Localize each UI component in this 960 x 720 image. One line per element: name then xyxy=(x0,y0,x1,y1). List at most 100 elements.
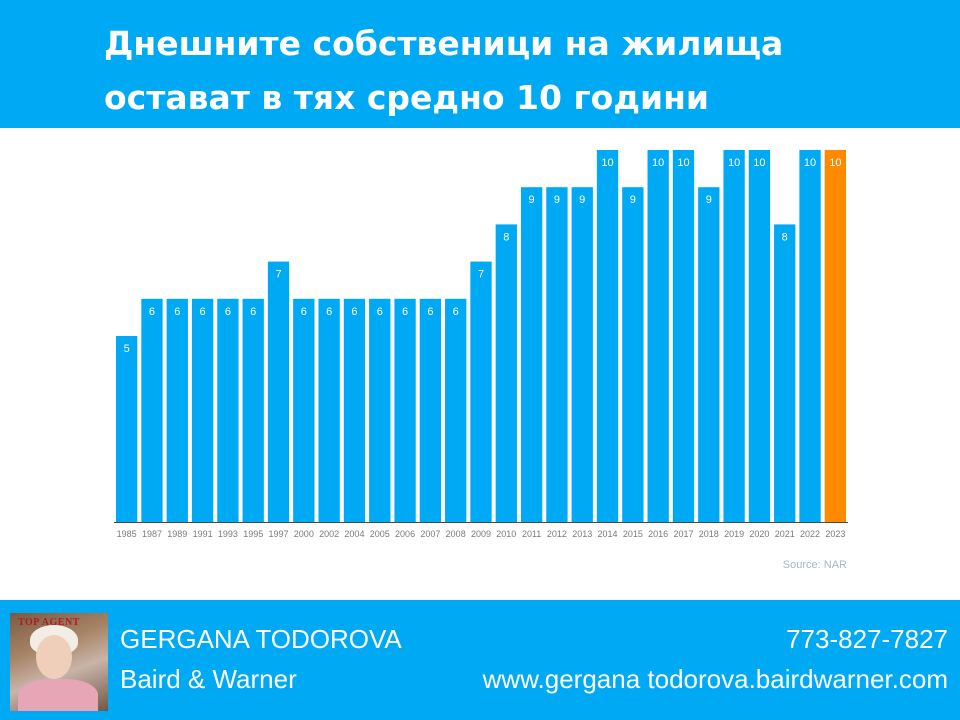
bar-2019 xyxy=(723,150,745,522)
x-tick-label-2022: 2022 xyxy=(800,529,820,539)
x-tick-label-1993: 1993 xyxy=(218,529,238,539)
bar-2016 xyxy=(647,150,669,522)
data-label-2011: 9 xyxy=(529,194,535,206)
data-label-2010: 8 xyxy=(503,231,509,243)
x-tick-label-2018: 2018 xyxy=(699,529,719,539)
x-tick-label-2000: 2000 xyxy=(294,529,314,539)
bar-2011 xyxy=(520,187,543,522)
bar-2012 xyxy=(546,187,568,522)
data-label-1991: 6 xyxy=(200,306,206,318)
x-tick-label-2008: 2008 xyxy=(446,529,466,539)
data-label-2007: 6 xyxy=(427,306,433,318)
data-label-1995: 6 xyxy=(250,306,256,318)
bar-2013 xyxy=(571,187,593,522)
chart-source: Source: NAR xyxy=(782,559,847,571)
data-label-2019: 10 xyxy=(728,157,740,169)
data-label-2014: 10 xyxy=(601,157,613,169)
data-label-2017: 10 xyxy=(677,157,689,169)
x-tick-label-1995: 1995 xyxy=(243,529,263,539)
x-tick-label-2015: 2015 xyxy=(623,529,643,539)
bar-2015 xyxy=(622,187,644,522)
x-tick-label-1987: 1987 xyxy=(142,529,162,539)
bar-2002 xyxy=(318,298,340,522)
x-tick-label-2023: 2023 xyxy=(825,529,845,539)
data-label-2004: 6 xyxy=(351,306,357,318)
x-tick-label-2005: 2005 xyxy=(370,529,390,539)
x-tick-label-2007: 2007 xyxy=(420,529,440,539)
chart-title-line-2: остават в тях средно 10 години xyxy=(104,78,710,117)
data-label-1989: 6 xyxy=(174,306,180,318)
bar-2022 xyxy=(799,150,821,522)
bar-2004 xyxy=(343,298,366,522)
bar-2018 xyxy=(698,187,720,522)
x-tick-label-1997: 1997 xyxy=(269,529,289,539)
bar-chart: 5 1985 6 1987 6 1989 6 1991 6 1993 6 1995 7 1997 6 2000… xyxy=(114,150,848,539)
bar-1991 xyxy=(191,298,214,522)
agent-company: Baird & Warner xyxy=(120,664,297,694)
x-tick-label-2010: 2010 xyxy=(496,529,516,539)
data-label-2016: 10 xyxy=(652,157,664,169)
agent-website[interactable]: www.gergana todorova.bairdwarner.com xyxy=(482,664,948,694)
data-label-2005: 6 xyxy=(377,306,383,318)
data-label-2000: 6 xyxy=(301,306,307,318)
data-label-2013: 9 xyxy=(579,194,585,206)
bar-1989 xyxy=(166,298,188,522)
data-label-1997: 7 xyxy=(275,269,281,281)
data-label-2015: 9 xyxy=(630,194,636,206)
x-tick-label-2004: 2004 xyxy=(344,529,364,539)
bar-2023 xyxy=(824,150,846,522)
bar-1995 xyxy=(242,298,264,522)
bar-1985 xyxy=(116,336,138,522)
data-label-2012: 9 xyxy=(554,194,560,206)
data-label-2022: 10 xyxy=(804,157,816,169)
bar-2021 xyxy=(774,224,796,522)
data-label-2008: 6 xyxy=(453,306,459,318)
x-tick-label-2009: 2009 xyxy=(471,529,491,539)
data-label-2023: 10 xyxy=(829,157,841,169)
bar-2006 xyxy=(394,298,416,522)
agent-name: GERGANA TODOROVA xyxy=(120,624,402,654)
bar-1997 xyxy=(267,261,290,522)
x-tick-label-2017: 2017 xyxy=(673,529,693,539)
x-tick-label-2016: 2016 xyxy=(648,529,668,539)
x-tick-label-1989: 1989 xyxy=(167,529,187,539)
data-label-2021: 8 xyxy=(782,231,788,243)
x-tick-label-2006: 2006 xyxy=(395,529,415,539)
bar-1987 xyxy=(141,298,163,522)
data-label-2020: 10 xyxy=(753,157,765,169)
x-tick-label-2020: 2020 xyxy=(749,529,769,539)
x-tick-label-2011: 2011 xyxy=(522,529,541,539)
data-label-1985: 5 xyxy=(124,343,130,355)
data-label-2002: 6 xyxy=(326,306,332,318)
bar-2005 xyxy=(369,298,391,522)
x-tick-label-2019: 2019 xyxy=(724,529,744,539)
bar-2009 xyxy=(470,261,492,522)
agent-phone[interactable]: 773-827-7827 xyxy=(786,624,948,654)
title-banner: Днешните собственици на жилища остават в… xyxy=(0,0,960,128)
x-tick-label-2002: 2002 xyxy=(319,529,339,539)
x-tick-label-2013: 2013 xyxy=(572,529,592,539)
photo-badge: TOP AGENT xyxy=(18,617,80,628)
chart-title-line-1: Днешните собственици на жилища xyxy=(104,24,784,63)
bar-2010 xyxy=(495,224,517,522)
x-tick-label-1991: 1991 xyxy=(193,529,213,539)
x-tick-label-2012: 2012 xyxy=(547,529,567,539)
bar-2008 xyxy=(445,298,467,522)
data-label-1987: 6 xyxy=(149,306,155,318)
data-label-2018: 9 xyxy=(706,194,712,206)
data-label-2006: 6 xyxy=(402,306,408,318)
footer-banner xyxy=(0,600,960,720)
data-label-2009: 7 xyxy=(478,269,484,281)
bar-1993 xyxy=(217,298,239,522)
x-tick-label-1985: 1985 xyxy=(117,529,137,539)
bar-2020 xyxy=(748,150,771,522)
bar-2017 xyxy=(672,150,695,522)
x-tick-label-2014: 2014 xyxy=(598,529,618,539)
photo-face xyxy=(36,635,72,679)
bar-2007 xyxy=(419,298,442,522)
photo-body xyxy=(18,679,98,711)
data-label-1993: 6 xyxy=(225,306,231,318)
agent-photo: TOP AGENT xyxy=(10,613,108,711)
x-tick-label-2021: 2021 xyxy=(775,529,795,539)
bar-2000 xyxy=(293,298,315,522)
